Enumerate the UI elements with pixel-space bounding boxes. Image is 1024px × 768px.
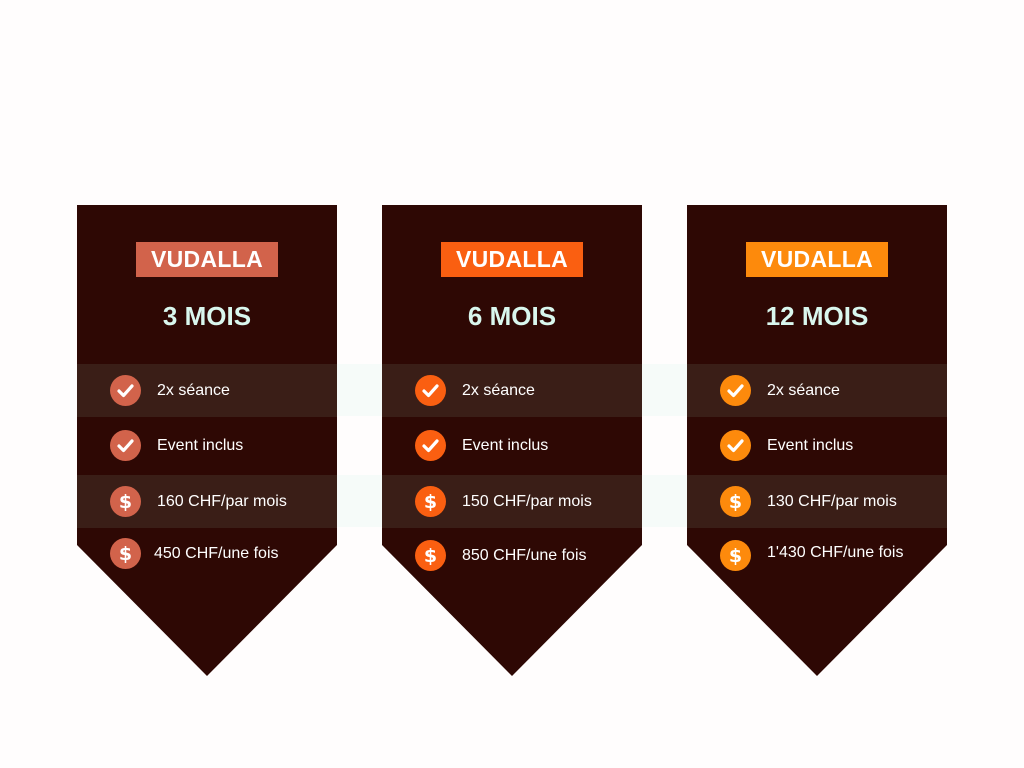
price-row: $ 130 CHF/par mois xyxy=(687,475,947,528)
feature-row: Event inclus xyxy=(382,419,642,472)
svg-text:$: $ xyxy=(119,543,132,565)
check-icon xyxy=(110,375,141,406)
feature-label: Event inclus xyxy=(462,437,549,454)
svg-text:$: $ xyxy=(729,491,742,513)
feature-label: Event inclus xyxy=(767,437,854,454)
price-row: $ 150 CHF/par mois xyxy=(382,475,642,528)
pricing-card-3-mois: VUDALLA 3 MOIS 2x séance Event inclus $ … xyxy=(77,205,337,676)
plan-name-badge: VUDALLA xyxy=(441,242,583,277)
price-row: $ 850 CHF/une fois xyxy=(382,529,642,582)
feature-label: Event inclus xyxy=(157,437,244,454)
pricing-card-6-mois: VUDALLA 6 MOIS 2x séance Event inclus $ … xyxy=(382,205,642,676)
plan-name-badge: VUDALLA xyxy=(746,242,888,277)
svg-text:$: $ xyxy=(424,545,437,567)
feature-row: 2x séance xyxy=(382,364,642,417)
svg-text:$: $ xyxy=(729,545,742,567)
price-label: 130 CHF/par mois xyxy=(767,493,897,510)
svg-text:$: $ xyxy=(424,491,437,513)
feature-row: Event inclus xyxy=(77,419,337,472)
plan-duration: 6 MOIS xyxy=(467,301,557,331)
price-label: 850 CHF/une fois xyxy=(462,547,587,564)
feature-label: 2x séance xyxy=(157,382,230,399)
plan-name-badge: VUDALLA xyxy=(136,242,278,277)
check-icon xyxy=(110,430,141,461)
price-row: $ 1'430 CHF/une fois xyxy=(687,529,947,582)
check-icon xyxy=(720,430,751,461)
dollar-icon: $ xyxy=(110,538,141,569)
feature-row: 2x séance xyxy=(687,364,947,417)
price-label: 1'430 CHF/une fois xyxy=(767,544,904,561)
plan-duration: 12 MOIS xyxy=(765,301,869,331)
feature-label: 2x séance xyxy=(462,382,535,399)
svg-text:$: $ xyxy=(119,491,132,513)
price-label: 450 CHF/une fois xyxy=(154,545,279,562)
price-label: 160 CHF/par mois xyxy=(157,493,287,510)
dollar-icon: $ xyxy=(720,486,751,517)
check-icon xyxy=(415,430,446,461)
plan-duration: 3 MOIS xyxy=(162,301,252,331)
check-icon xyxy=(720,375,751,406)
pricing-card-12-mois: VUDALLA 12 MOIS 2x séance Event inclus $… xyxy=(687,205,947,676)
dollar-icon: $ xyxy=(415,486,446,517)
feature-label: 2x séance xyxy=(767,382,840,399)
price-row: $ 160 CHF/par mois xyxy=(77,475,337,528)
feature-row: 2x séance xyxy=(77,364,337,417)
price-label: 150 CHF/par mois xyxy=(462,493,592,510)
feature-row: Event inclus xyxy=(687,419,947,472)
dollar-icon: $ xyxy=(415,540,446,571)
dollar-icon: $ xyxy=(720,540,751,571)
check-icon xyxy=(415,375,446,406)
price-row: $ 450 CHF/une fois xyxy=(77,527,337,580)
dollar-icon: $ xyxy=(110,486,141,517)
